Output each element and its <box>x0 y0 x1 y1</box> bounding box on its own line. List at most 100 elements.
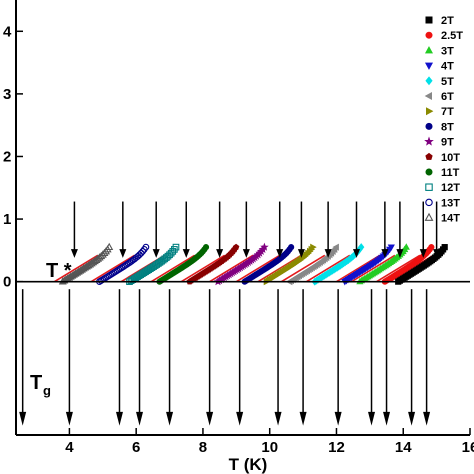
axes-layer: 4681012141601234T (K) <box>3 0 474 474</box>
tg-arrowhead <box>206 411 214 426</box>
legend-marker <box>425 122 433 130</box>
data-point <box>288 244 295 251</box>
x-tick-label: 12 <box>328 439 345 456</box>
legend-label: 10T <box>441 152 460 164</box>
data-point <box>139 248 147 255</box>
fit-line <box>180 254 226 283</box>
legend: 2T 2.5T 3T 4T 5T 6T 7T 8T 9T 10T 11T 12T 13T 14T <box>424 15 463 225</box>
fit-line <box>53 254 99 283</box>
series-6T <box>280 243 339 286</box>
legend-label: 2T <box>441 15 454 27</box>
data-point <box>441 244 448 251</box>
tstar-arrowhead <box>152 249 160 258</box>
tstar-arrowhead <box>70 249 78 258</box>
tg-arrowhead <box>136 411 144 426</box>
legend-label: 7T <box>441 106 454 118</box>
legend-marker <box>425 183 433 191</box>
series-4T <box>336 244 395 286</box>
tg-arrowhead <box>299 411 307 426</box>
series-2.5T <box>376 244 435 285</box>
tstar-arrowhead <box>119 249 127 258</box>
tg-arrowhead <box>65 411 73 426</box>
tg-arrowhead <box>368 411 376 426</box>
legend-marker <box>425 107 434 116</box>
tg-arrowhead <box>166 411 174 426</box>
legend-marker <box>425 16 433 24</box>
data-point <box>387 244 395 252</box>
tstar-arrowhead <box>216 249 224 258</box>
tstar-arrowhead <box>242 249 250 258</box>
legend-marker <box>425 198 433 207</box>
data-point <box>105 242 114 251</box>
y-tick-label: 1 <box>3 211 11 228</box>
legend-marker <box>425 76 433 86</box>
legend-marker <box>424 46 434 54</box>
y-tick-label: 4 <box>3 23 12 40</box>
tg-arrowhead <box>334 411 342 426</box>
series-10T <box>180 243 240 285</box>
y-tick-label: 2 <box>3 148 11 165</box>
legend-marker <box>424 91 433 101</box>
legend-label: 8T <box>441 121 454 133</box>
series-5T <box>306 243 365 286</box>
tstar-arrowhead <box>433 249 441 258</box>
series-13T <box>90 243 150 286</box>
legend-marker <box>424 212 434 221</box>
tg-arrowhead <box>383 411 391 426</box>
tg-subscript: g <box>43 383 51 398</box>
series-8T <box>235 244 295 285</box>
legend-marker <box>425 31 433 39</box>
data-point <box>332 243 339 251</box>
tstar-arrowhead <box>276 249 284 258</box>
legend-label: 4T <box>441 61 454 73</box>
legend-label: 2.5T <box>441 30 463 42</box>
legend-label: 9T <box>441 137 454 149</box>
fit-line <box>376 254 421 283</box>
fit-line <box>306 254 351 283</box>
legend-label: 5T <box>441 76 454 88</box>
legend-marker <box>424 62 434 70</box>
legend-label: 11T <box>441 167 460 179</box>
fit-line <box>150 254 196 283</box>
y-tick-label: 3 <box>3 86 11 103</box>
legend-marker <box>425 168 433 176</box>
data-point <box>172 243 180 251</box>
fit-line <box>209 254 254 283</box>
x-tick-label: 16 <box>462 439 474 456</box>
x-tick-label: 14 <box>395 439 412 456</box>
series-2T <box>389 244 448 285</box>
legend-marker <box>424 136 434 146</box>
x-axis-label: T (K) <box>229 455 268 474</box>
series-11T <box>150 244 210 285</box>
legend-label: 3T <box>441 45 454 57</box>
x-tick-label: 10 <box>261 439 278 456</box>
data-point <box>232 243 240 250</box>
x-tick-label: 8 <box>199 439 207 456</box>
data-point <box>428 244 435 251</box>
fit-line <box>351 254 396 283</box>
data-point <box>87 259 96 267</box>
legend-label: 14T <box>441 213 460 225</box>
tstar-arrowhead <box>297 249 305 258</box>
legend-marker <box>425 152 433 160</box>
tg-annotation: T <box>30 372 42 394</box>
data-point <box>358 243 365 252</box>
fit-line <box>280 254 326 283</box>
data-layer <box>53 242 448 286</box>
tg-arrowhead <box>19 411 27 426</box>
x-tick-label: 6 <box>132 439 140 456</box>
tg-arrowhead <box>423 411 431 426</box>
legend-label: 13T <box>441 197 460 209</box>
tg-arrowhead <box>408 411 416 426</box>
x-tick-label: 4 <box>65 439 74 456</box>
data-point <box>310 243 317 251</box>
tstar-arrowhead <box>182 249 190 258</box>
fit-line <box>235 254 281 283</box>
tstar-arrowhead <box>381 249 389 258</box>
series-9T <box>209 242 269 286</box>
tstar-arrowhead <box>353 249 360 258</box>
tstar-arrowhead <box>324 249 332 258</box>
tg-arrowhead <box>236 411 244 426</box>
series-14T <box>53 242 114 285</box>
